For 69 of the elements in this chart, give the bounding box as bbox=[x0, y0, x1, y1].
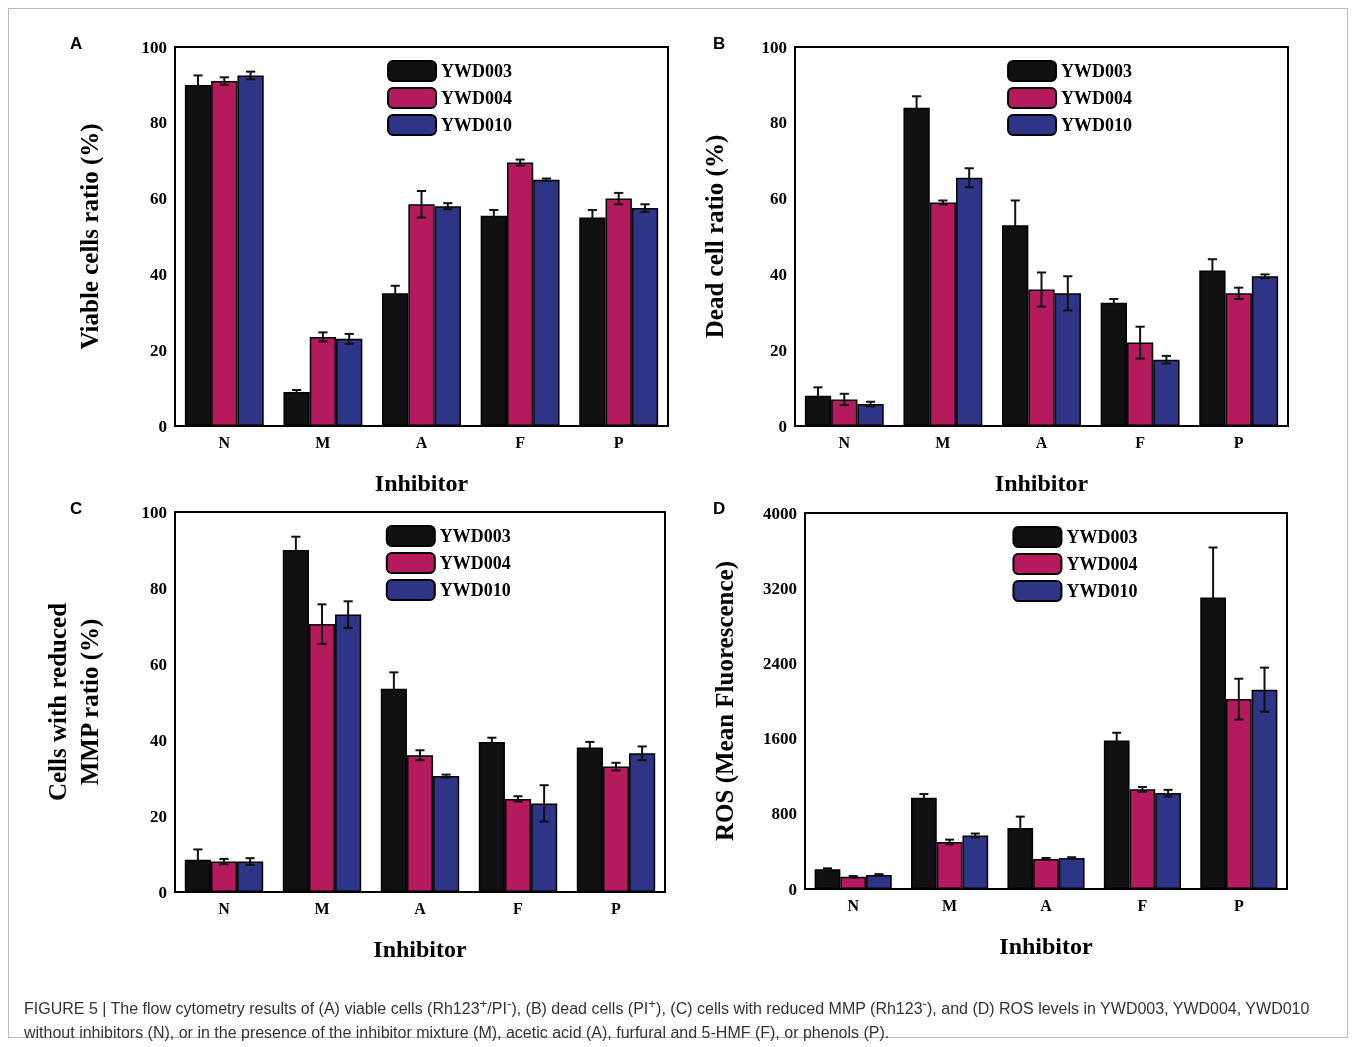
chart-title: D bbox=[713, 499, 726, 518]
legend-label: YWD010 bbox=[439, 580, 511, 600]
text: FIGURE 5 | The flow cytometry results of (A) viable cells (Rh123$^{+}$/PI$^{-}$), (B) dead cells (PI$^{+}$), (C) cells with reduced MMP (Rh123$^{-}$), and (D) ROS levels in YWD003, YWD004, YWD010 without inhibitors (N), or in the presence of the inhibitor mixture (M), acetic acid (A), furfural and 5-HMF (F), or phenols (P). bbox=[24, 996, 1310, 1042]
legend-label: YWD003 bbox=[1061, 61, 1133, 81]
y-tick-label: 0 bbox=[158, 882, 167, 902]
chart-title: A bbox=[70, 34, 83, 53]
x-tick-label: F bbox=[1137, 896, 1148, 914]
legend-label: YWD010 bbox=[1066, 581, 1138, 601]
chart-title: C bbox=[70, 499, 83, 518]
y-tick-label: 100 bbox=[141, 37, 167, 57]
chart-title: B bbox=[713, 34, 726, 53]
y-tick-label: 60 bbox=[770, 189, 787, 209]
y-tick-label: 80 bbox=[770, 113, 787, 133]
legend-label: YWD010 bbox=[1061, 115, 1133, 135]
y-tick-label: 800 bbox=[771, 804, 797, 824]
x-tick-label: M bbox=[935, 433, 951, 451]
y-tick-label: 60 bbox=[150, 189, 167, 209]
y-tick-label: 0 bbox=[778, 416, 787, 436]
y-tick-label: 0 bbox=[788, 879, 797, 899]
legend-label: YWD004 bbox=[1066, 554, 1138, 574]
x-tick-label: P bbox=[611, 899, 622, 917]
y-tick-label: 20 bbox=[150, 806, 167, 826]
x-tick-label: N bbox=[838, 433, 851, 451]
x-tick-label: A bbox=[414, 899, 427, 917]
x-tick-label: M bbox=[314, 899, 330, 917]
y-tick-label: 4000 bbox=[763, 503, 797, 523]
y-tick-label: 2400 bbox=[763, 653, 797, 673]
x-tick-label: A bbox=[1035, 433, 1048, 451]
x-tick-label: P bbox=[1233, 896, 1244, 914]
x-axis-title: Inhibitor bbox=[374, 470, 469, 496]
y-tick-label: 80 bbox=[150, 578, 167, 598]
x-tick-label: P bbox=[613, 433, 624, 451]
x-tick-label: F bbox=[515, 433, 526, 451]
x-tick-label: N bbox=[847, 896, 860, 914]
x-tick-label: F bbox=[1135, 433, 1146, 451]
y-axis-title: Viable cells ratio (%) bbox=[75, 123, 104, 350]
y-tick-label: 1600 bbox=[763, 729, 797, 749]
y-tick-label: 40 bbox=[150, 730, 167, 750]
legend-label: YWD004 bbox=[1061, 88, 1133, 108]
y-axis-title: Cells with reduced MMP ratio (%) bbox=[43, 602, 104, 802]
x-axis-title: Inhibitor bbox=[999, 933, 1094, 959]
x-axis-title: Inhibitor bbox=[994, 470, 1089, 496]
legend-label: YWD004 bbox=[439, 553, 511, 573]
y-axis-title: Dead cell ratio (%) bbox=[700, 134, 729, 339]
x-tick-label: M bbox=[315, 433, 331, 451]
x-tick-label: M bbox=[942, 896, 958, 914]
x-tick-label: N bbox=[218, 433, 231, 451]
x-tick-label: N bbox=[218, 899, 231, 917]
y-tick-label: 0 bbox=[158, 416, 167, 436]
legend-label: YWD003 bbox=[1066, 527, 1138, 547]
x-tick-label: P bbox=[1233, 433, 1244, 451]
x-tick-label: F bbox=[513, 899, 524, 917]
x-axis-title: Inhibitor bbox=[373, 936, 468, 962]
x-tick-label: A bbox=[1040, 896, 1053, 914]
x-tick-label: A bbox=[415, 433, 428, 451]
y-tick-label: 40 bbox=[150, 264, 167, 284]
y-axis-title: ROS (Mean Fluorescence) bbox=[710, 560, 739, 842]
y-tick-label: 100 bbox=[761, 37, 787, 57]
y-tick-label: 100 bbox=[141, 502, 167, 522]
y-tick-label: 60 bbox=[150, 654, 167, 674]
legend-label: YWD004 bbox=[441, 88, 513, 108]
legend-label: YWD010 bbox=[441, 115, 513, 135]
y-tick-label: 20 bbox=[150, 340, 167, 360]
y-tick-label: 80 bbox=[150, 113, 167, 133]
legend-label: YWD003 bbox=[439, 526, 511, 546]
legend-label: YWD003 bbox=[441, 61, 513, 81]
y-tick-label: 20 bbox=[770, 340, 787, 360]
y-tick-label: 40 bbox=[770, 264, 787, 284]
y-tick-label: 3200 bbox=[763, 578, 797, 598]
